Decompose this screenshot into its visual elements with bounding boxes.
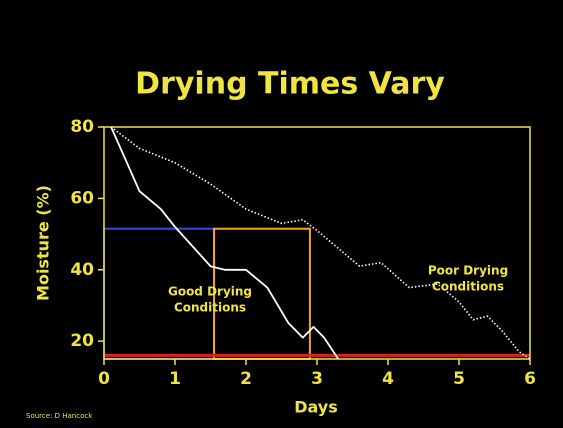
x-tick-label: 5 [453, 369, 465, 389]
x-tick-label: 2 [240, 369, 252, 389]
x-tick-label: 3 [311, 369, 323, 389]
x-tick-label: 4 [382, 369, 394, 389]
annotation: Poor Drying [428, 264, 508, 278]
source-note: Source: D Hancock [26, 412, 93, 420]
data-line [110, 126, 340, 360]
y-axis-label: Moisture (%) [34, 185, 53, 301]
y-tick-label: 20 [70, 331, 94, 351]
x-tick-label: 1 [169, 369, 181, 389]
y-tick-label: 80 [70, 117, 94, 137]
x-tick-label: 0 [98, 369, 110, 389]
annotation: Conditions [174, 301, 246, 315]
y-tick-label: 60 [70, 188, 94, 208]
x-axis-label: Days [294, 398, 338, 417]
data-line [110, 126, 531, 360]
x-tick-label: 6 [524, 369, 536, 389]
y-tick-label: 40 [70, 260, 94, 280]
annotation: Conditions [432, 280, 504, 294]
annotation: Good Drying [168, 285, 252, 299]
chart-title: Drying Times Vary [135, 67, 445, 102]
